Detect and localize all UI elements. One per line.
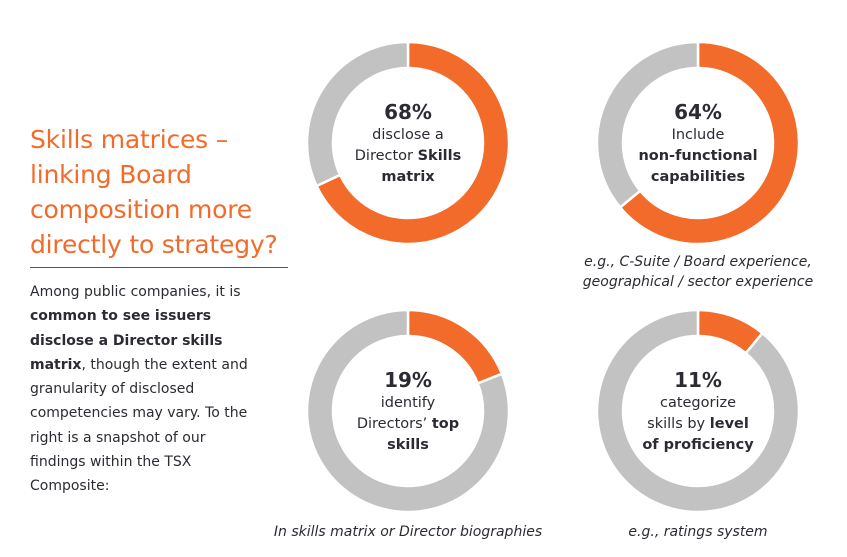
label-text: Skills	[417, 147, 462, 164]
label-line: disclose a	[372, 125, 444, 146]
donut-slice-share	[618, 40, 801, 246]
label-text: top	[431, 415, 460, 432]
intro-text: , though the extent and granularity of d…	[30, 356, 248, 495]
donut-chart-proficiency: 11% categorize skills by level of proficien…	[593, 306, 803, 516]
donut-svg	[305, 308, 511, 514]
donut-slice-remainder	[595, 308, 801, 514]
label-text: of proficiency	[642, 436, 754, 453]
label-text: categorize	[659, 394, 737, 411]
note-line: geographical / sector experience	[582, 274, 814, 290]
note-line: e.g., ratings system	[628, 524, 768, 540]
label-line: skills by level	[647, 414, 749, 435]
label-line: Director Skills	[355, 146, 462, 167]
label-text: identify	[380, 394, 436, 411]
label-text: skills by	[647, 415, 710, 432]
donut-chart-non-functional: 64% Include non-functional capabilities	[593, 38, 803, 248]
donut-svg	[595, 40, 801, 246]
label-text: capabilities	[650, 168, 746, 185]
label-line: Include	[672, 125, 725, 146]
donut-chart-top-skills: 19% identify Directors’ top skills	[303, 306, 513, 516]
percent-label: 19%	[384, 367, 432, 392]
label-text: Directors’	[356, 415, 432, 432]
label-text: skills	[387, 436, 429, 453]
donut-label: 68% disclose a Director Skills matrix	[333, 38, 483, 248]
donut-svg	[305, 40, 511, 246]
donut-slice-share	[314, 40, 511, 246]
divider	[30, 267, 288, 268]
label-line: skills	[387, 435, 429, 456]
donut-slice-remainder	[595, 40, 700, 210]
donut-label: 11% categorize skills by level of proficien…	[623, 306, 773, 516]
label-text: matrix	[381, 168, 435, 185]
label-line: identify	[381, 393, 436, 414]
percent-label: 68%	[384, 99, 432, 124]
title-line: directly to strategy?	[30, 230, 278, 259]
label-line: categorize	[660, 393, 736, 414]
intro-text: Among public companies, it is	[30, 284, 241, 300]
label-text: Include	[671, 126, 725, 143]
label-line: matrix	[381, 167, 434, 188]
label-line: capabilities	[651, 167, 745, 188]
intro-text-bold: common to see issuers disclose a Directo…	[30, 308, 223, 373]
donut-chart-skills-matrix: 68% disclose a Director Skills matrix	[303, 38, 513, 248]
label-line: non-functional	[638, 146, 757, 167]
note-line: In skills matrix or Director biographies	[273, 524, 543, 540]
section-title: Skills matrices – linking Board composit…	[30, 122, 300, 262]
chart-note: In skills matrix or Director biographies	[258, 522, 558, 542]
label-text: non-functional	[638, 147, 758, 164]
donut-label: 64% Include non-functional capabilities	[623, 38, 773, 248]
label-text: level	[709, 415, 749, 432]
donut-slice-remainder	[305, 40, 410, 188]
donut-label: 19% identify Directors’ top skills	[333, 306, 483, 516]
percent-label: 64%	[674, 99, 722, 124]
chart-note: e.g., ratings system	[548, 522, 847, 542]
title-line: composition more	[30, 195, 252, 224]
donut-svg	[595, 308, 801, 514]
label-line: Directors’ top	[357, 414, 459, 435]
title-line: linking Board	[30, 160, 192, 189]
label-line: of proficiency	[642, 435, 753, 456]
label-text: Director	[354, 147, 418, 164]
title-line: Skills matrices –	[30, 125, 229, 154]
chart-note: e.g., C-Suite / Board experience, geogra…	[548, 252, 847, 292]
donut-slice-remainder	[305, 308, 511, 514]
label-text: disclose a	[372, 126, 444, 143]
note-line: e.g., C-Suite / Board experience,	[584, 254, 812, 270]
intro-paragraph: Among public companies, it is common to …	[30, 280, 265, 499]
percent-label: 11%	[674, 367, 722, 392]
